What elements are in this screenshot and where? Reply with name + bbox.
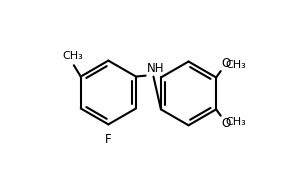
Text: CH₃: CH₃ — [226, 60, 247, 70]
Text: O: O — [222, 117, 231, 130]
Text: O: O — [222, 57, 231, 70]
Text: NH: NH — [147, 62, 164, 75]
Text: CH₃: CH₃ — [226, 117, 247, 127]
Text: CH₃: CH₃ — [62, 51, 83, 61]
Text: F: F — [105, 133, 112, 146]
